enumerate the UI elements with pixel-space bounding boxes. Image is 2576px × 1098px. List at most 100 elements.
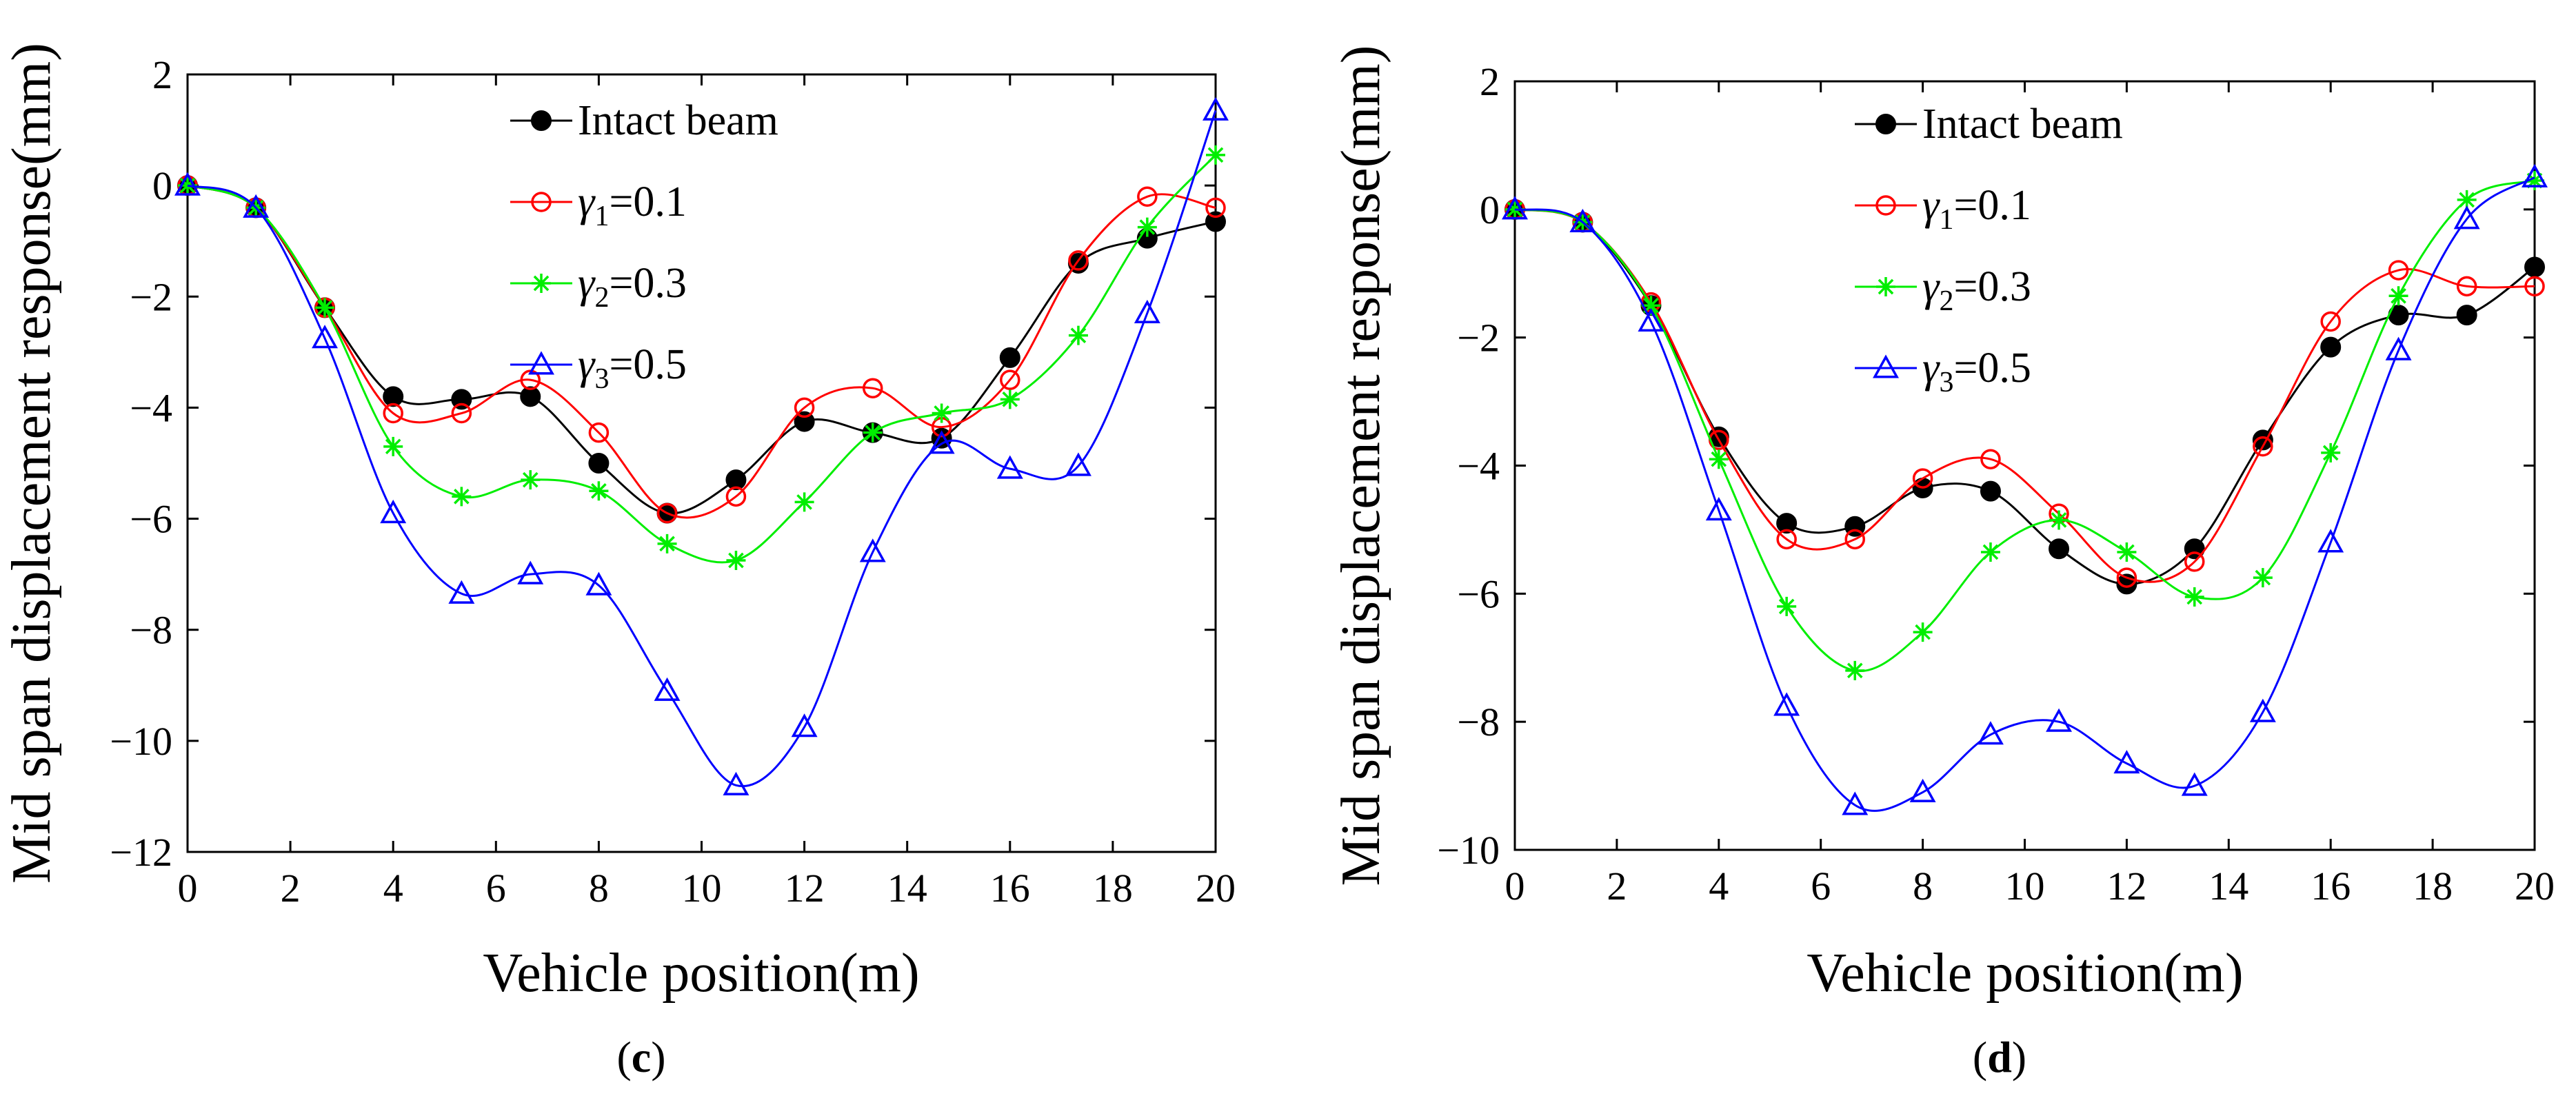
- x-tick-label: 8: [589, 866, 609, 911]
- series-2: [1505, 171, 2544, 680]
- data-point: [1977, 721, 2004, 745]
- data-point: [243, 194, 270, 218]
- data-point: [1137, 217, 1157, 237]
- data-point: [1980, 480, 2001, 502]
- x-tick-label: 0: [1505, 864, 1525, 908]
- y-tick-label: −4: [130, 385, 172, 430]
- y-tick-label: 2: [1480, 59, 1500, 104]
- data-point: [1777, 596, 1797, 616]
- data-point: [1776, 513, 1798, 534]
- data-point: [654, 677, 681, 701]
- series-line: [187, 184, 1216, 515]
- plot-frame: [186, 73, 1217, 853]
- y-axis-label: Mid span displacement response(mm): [1331, 45, 1391, 886]
- x-axis-label: Vehicle position(m): [1807, 943, 2243, 1004]
- data-point: [380, 499, 407, 524]
- data-point: [1068, 250, 1089, 271]
- legend-entry: γ3=0.5: [1922, 345, 2031, 398]
- y-tick-label: −6: [130, 497, 172, 542]
- data-point: [2388, 286, 2408, 306]
- data-point: [1641, 296, 1661, 316]
- data-point: [996, 455, 1023, 479]
- series-0: [1505, 199, 2545, 595]
- x-tick-label: 10: [2005, 864, 2045, 908]
- data-point: [2117, 542, 2137, 562]
- series-line: [187, 110, 1217, 788]
- data-point: [312, 325, 339, 349]
- data-point: [588, 422, 610, 443]
- series-line: [1514, 179, 2535, 673]
- legend: Intact beam γ1=0.1 γ2=0.3 γ3=0.5: [1855, 101, 2123, 398]
- data-point: [859, 538, 886, 562]
- legend-entry: Intact beam: [1922, 101, 2123, 148]
- series-line: [187, 154, 1217, 564]
- data-point: [2456, 305, 2477, 326]
- x-axis-label: Vehicle position(m): [483, 943, 919, 1004]
- x-tick-label: 12: [785, 866, 825, 911]
- data-point: [2317, 529, 2344, 553]
- data-point: [588, 453, 610, 474]
- series-line: [1514, 176, 2535, 812]
- data-point: [451, 403, 472, 424]
- y-tick-label: 0: [152, 163, 172, 208]
- y-axis-label: Mid span displacement response(mm): [1, 43, 62, 884]
- y-tick-label: −8: [130, 608, 172, 653]
- data-point: [1134, 299, 1160, 324]
- data-point: [585, 571, 612, 596]
- x-tick-label: 12: [2106, 864, 2146, 908]
- data-point: [2181, 772, 2208, 796]
- data-point: [863, 378, 883, 398]
- data-point: [451, 389, 472, 410]
- data-point: [928, 430, 955, 454]
- data-point: [383, 436, 403, 456]
- data-point: [932, 403, 952, 423]
- y-tick-label: −4: [1457, 444, 1500, 489]
- data-point: [1913, 622, 1933, 642]
- legend-entry: γ3=0.5: [578, 341, 687, 395]
- legend-entry: γ1=0.1: [1922, 182, 2031, 236]
- data-point: [1203, 96, 1229, 121]
- data-point: [1206, 145, 1225, 165]
- data-point: [2116, 567, 2137, 588]
- y-tick-label: −12: [110, 830, 172, 875]
- y-tick-label: −10: [110, 719, 172, 764]
- data-point: [1205, 211, 1226, 232]
- data-point: [794, 397, 815, 418]
- legend-marker: [1876, 277, 1895, 296]
- data-point: [2522, 163, 2548, 187]
- data-point: [1000, 389, 1020, 409]
- x-tick-label: 0: [178, 866, 198, 911]
- data-point: [791, 713, 818, 738]
- y-tick-label: −8: [1457, 700, 1500, 744]
- x-tick-label: 14: [2208, 864, 2248, 908]
- legend: Intact beam γ1=0.1 γ2=0.3 γ3=0.5: [510, 97, 778, 395]
- data-point: [1776, 529, 1797, 550]
- data-point: [726, 551, 746, 570]
- data-point: [1980, 542, 2000, 562]
- panel-label-c: (c): [616, 1033, 665, 1081]
- x-tick-label: 6: [486, 866, 506, 911]
- y-tick-label: 0: [1480, 187, 1500, 232]
- x-tick-label: 14: [887, 866, 927, 911]
- data-point: [2252, 429, 2273, 451]
- series-2: [178, 145, 1225, 570]
- data-point: [589, 481, 609, 501]
- x-tick-label: 6: [1811, 864, 1831, 908]
- data-point: [2049, 538, 2070, 560]
- x-tick-label: 4: [1709, 864, 1729, 908]
- data-point: [1909, 778, 1936, 802]
- legend-entry: γ1=0.1: [578, 179, 687, 232]
- data-point: [2385, 336, 2412, 360]
- data-point: [315, 298, 335, 318]
- legend-entry: γ2=0.3: [578, 260, 687, 314]
- x-tick-label: 18: [1093, 866, 1133, 911]
- x-tick-label: 16: [990, 866, 1030, 911]
- data-point: [1844, 529, 1865, 550]
- data-point: [2184, 587, 2204, 607]
- data-point: [1502, 196, 1528, 220]
- legend-marker: [531, 192, 552, 212]
- data-point: [174, 172, 201, 196]
- data-point: [2253, 568, 2273, 588]
- panel-label-d: (d): [1973, 1033, 2026, 1081]
